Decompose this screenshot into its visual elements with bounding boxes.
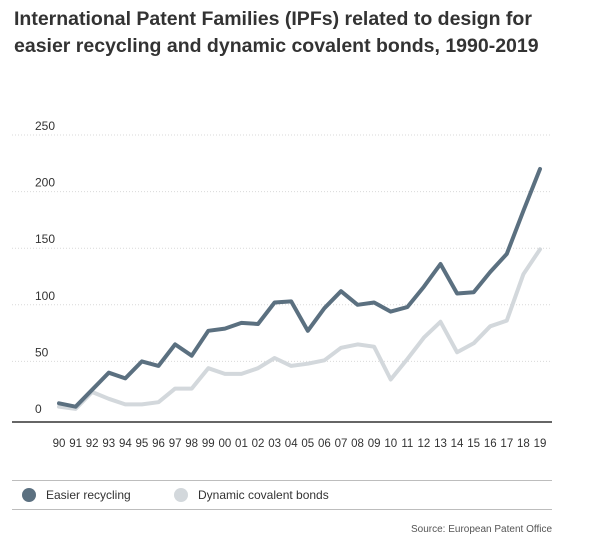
y-tick-label: 100 [35,289,55,303]
y-tick-label: 200 [35,176,55,190]
x-tick-label: 14 [451,438,464,450]
x-tick-label: 13 [434,438,447,450]
legend-label-dynamic-covalent-bonds: Dynamic covalent bonds [198,488,329,502]
x-tick-label: 07 [335,438,348,450]
x-tick-label: 91 [69,438,82,450]
gridlines [12,134,552,362]
x-tick-label: 94 [119,438,132,450]
x-tick-label: 17 [500,438,513,450]
legend-label-easier-recycling: Easier recycling [46,488,131,502]
series-lines [57,167,542,411]
x-tick-label: 90 [53,438,66,450]
y-tick-label: 50 [35,345,49,359]
x-tick-label: 96 [152,438,165,450]
y-axis-ticks: 0 50 100 150 200 250 [35,119,55,416]
series-line-easier-recycling [57,167,542,409]
x-tick-label: 97 [169,438,182,450]
source-note: Source: European Patent Office [410,524,552,535]
x-tick-label: 92 [86,438,99,450]
x-tick-label: 98 [185,438,198,450]
x-tick-label: 93 [102,438,115,450]
x-tick-label: 08 [351,438,364,450]
x-axis-ticks: 90 91 92 93 94 95 96 97 98 99 00 01 02 03 04 05 06 07 08 09… [53,438,547,450]
y-tick-label: 150 [35,232,55,246]
x-tick-label: 01 [235,438,248,450]
legend-item-easier-recycling: Easier recycling [22,481,131,509]
x-tick-label: 11 [401,438,413,450]
x-tick-label: 09 [368,438,381,450]
x-tick-label: 06 [318,438,331,450]
x-tick-label: 02 [252,438,265,450]
x-tick-label: 12 [417,438,430,450]
series-line-dynamic-covalent-bonds [57,247,542,411]
x-tick-label: 10 [384,438,397,450]
legend-item-dynamic-covalent-bonds: Dynamic covalent bonds [174,481,329,509]
x-tick-label: 95 [136,438,149,450]
legend: Easier recycling Dynamic covalent bonds [12,480,552,510]
x-tick-label: 05 [301,438,314,450]
x-tick-label: 99 [202,438,215,450]
legend-swatch-easier-recycling [22,488,36,502]
x-tick-label: 18 [517,438,530,450]
x-tick-label: 16 [484,438,497,450]
x-tick-label: 00 [218,438,231,450]
x-tick-label: 03 [268,438,281,450]
chart-title: International Patent Families (IPFs) rel… [14,8,539,57]
x-tick-label: 04 [285,438,298,450]
x-tick-label: 15 [467,438,480,450]
y-tick-label: 250 [35,119,55,133]
legend-swatch-dynamic-covalent-bonds [174,488,188,502]
x-tick-label: 19 [534,438,547,450]
y-tick-label: 0 [35,402,42,416]
